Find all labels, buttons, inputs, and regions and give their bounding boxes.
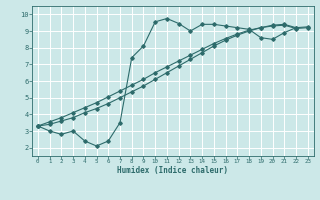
- X-axis label: Humidex (Indice chaleur): Humidex (Indice chaleur): [117, 166, 228, 175]
